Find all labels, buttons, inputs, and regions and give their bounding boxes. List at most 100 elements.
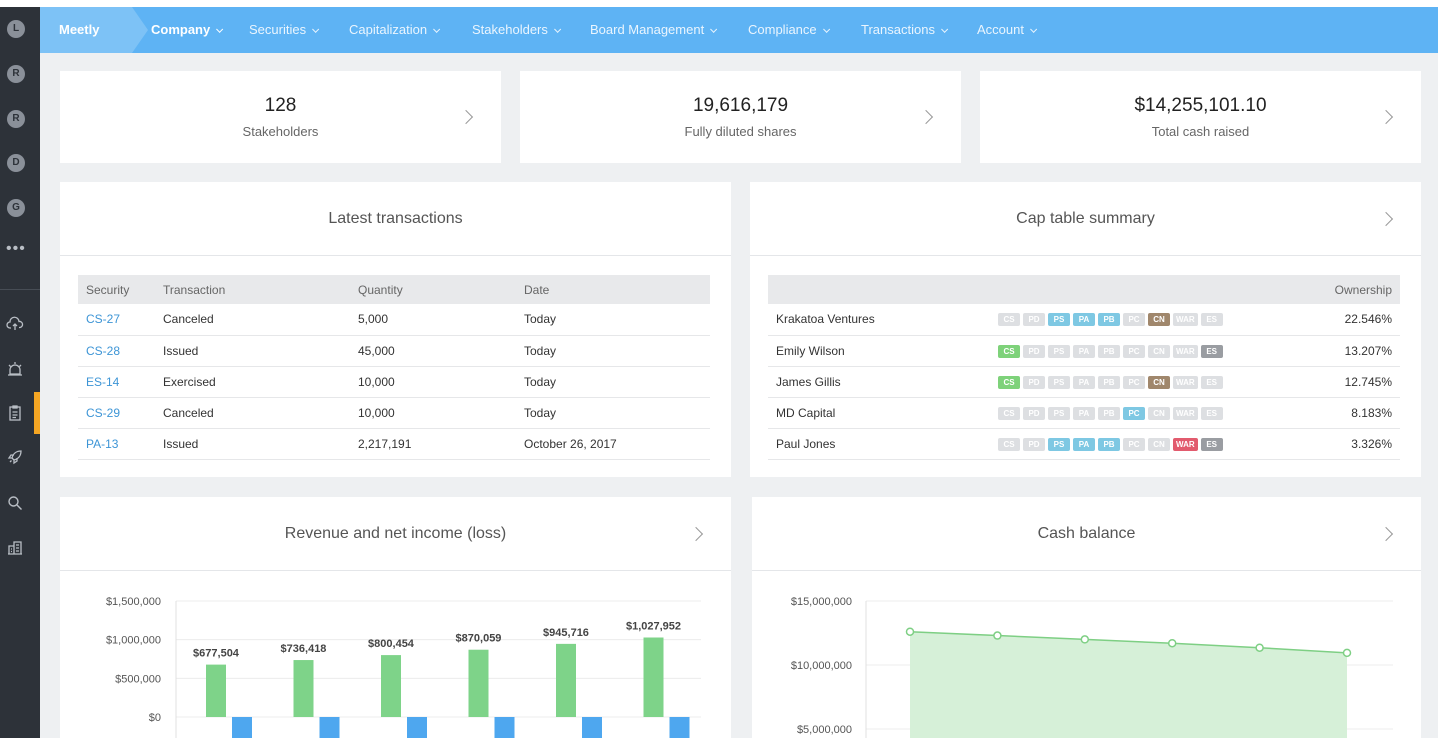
column-header[interactable]: Transaction: [155, 275, 350, 304]
table-row[interactable]: Krakatoa Ventures CS PD PS PA PB PC CN WAR ES 22.5…: [768, 304, 1400, 336]
table-row[interactable]: MD Capital CS PD PS PA PB PC CN WAR ES 8.183%: [768, 397, 1400, 429]
stakeholder-name[interactable]: Paul Jones: [768, 428, 990, 460]
net-income-bar[interactable]: [669, 717, 690, 738]
column-header[interactable]: Date: [516, 275, 710, 304]
stat-card-cash[interactable]: $14,255,101.10 Total cash raised: [980, 71, 1421, 163]
table-row[interactable]: Emily Wilson CS PD PS PA PB PC CN WAR ES 13.207%: [768, 335, 1400, 367]
cash-data-point[interactable]: [1255, 643, 1264, 652]
clipboard-icon[interactable]: [6, 404, 24, 422]
table-row[interactable]: James Gillis CS PD PS PA PB PC CN WAR ES 12.745%: [768, 366, 1400, 398]
security-tag-cs: CS: [998, 406, 1020, 420]
brand-logo[interactable]: Meetly: [40, 7, 148, 53]
net-income-bar[interactable]: [319, 717, 340, 738]
stakeholder-name[interactable]: Krakatoa Ventures: [768, 304, 990, 336]
net-income-bar[interactable]: [494, 717, 515, 738]
left-sidebar: L R R D G •••: [0, 7, 40, 738]
quantity: 2,217,191: [350, 428, 516, 460]
stakeholder-name[interactable]: Emily Wilson: [768, 335, 990, 367]
revenue-bar[interactable]: [468, 649, 489, 717]
cash-area: [910, 631, 1347, 738]
net-income-bar[interactable]: [582, 717, 602, 738]
column-header-ownership[interactable]: Ownership: [1290, 275, 1400, 304]
revenue-bar[interactable]: [643, 637, 664, 717]
ownership-value: 13.207%: [1290, 335, 1400, 367]
security-tag-pb: PB: [1098, 375, 1120, 389]
security-link[interactable]: CS-29: [78, 397, 155, 429]
nav-transactions[interactable]: Transactions: [861, 7, 949, 53]
cash-data-point[interactable]: [905, 627, 915, 636]
security-link[interactable]: CS-27: [78, 304, 155, 336]
chevron-down-icon: [312, 25, 320, 33]
rocket-icon[interactable]: [6, 448, 24, 466]
net-income-bar[interactable]: [407, 717, 427, 738]
avatar-r[interactable]: R: [7, 65, 25, 83]
transaction-type: Exercised: [155, 366, 350, 398]
nav-compliance[interactable]: Compliance: [748, 7, 830, 53]
security-tag-cn: CN: [1148, 437, 1170, 451]
security-tag-pc: PC: [1123, 313, 1145, 327]
search-icon[interactable]: [6, 494, 24, 512]
nav-capitalization[interactable]: Capitalization: [349, 7, 441, 53]
more-icon[interactable]: •••: [6, 240, 26, 257]
security-tags: CS PD PS PA PB PC CN WAR ES: [990, 304, 1290, 336]
cash-line: [909, 630, 1348, 654]
cap-table-summary-panel: Cap table summary Ownership Krakatoa Ven…: [750, 182, 1421, 477]
avatar-r-2[interactable]: R: [7, 110, 25, 128]
security-link[interactable]: CS-28: [78, 335, 155, 367]
cash-data-point[interactable]: [993, 631, 1002, 640]
cloud-upload-icon[interactable]: [6, 315, 24, 333]
security-tag-cs: CS: [998, 437, 1020, 451]
table-row: CS-29 Canceled 10,000 Today: [78, 397, 710, 429]
nav-account[interactable]: Account: [977, 7, 1038, 53]
security-tag-ps: PS: [1048, 375, 1070, 389]
column-header[interactable]: Quantity: [350, 275, 516, 304]
stakeholder-name[interactable]: James Gillis: [768, 366, 990, 398]
stat-card-shares[interactable]: 19,616,179 Fully diluted shares: [520, 71, 961, 163]
building-icon[interactable]: [6, 539, 24, 557]
security-tags: CS PD PS PA PB PC CN WAR ES: [990, 397, 1290, 429]
chevron-down-icon: [941, 25, 949, 33]
revenue-bar[interactable]: [293, 660, 314, 717]
stakeholder-name[interactable]: MD Capital: [768, 397, 990, 429]
column-header-securities: [990, 275, 1290, 304]
chevron-down-icon: [433, 25, 441, 33]
security-link[interactable]: PA-13: [78, 428, 155, 460]
security-tag-ps: PS: [1048, 344, 1070, 358]
security-tag-pd: PD: [1023, 375, 1045, 389]
security-tag-cn: CN: [1148, 406, 1170, 420]
nav-company[interactable]: Company: [151, 7, 224, 53]
cash-data-point[interactable]: [1342, 648, 1352, 658]
avatar-l[interactable]: L: [7, 20, 25, 38]
security-tag-pa: PA: [1073, 313, 1095, 327]
security-tag-es: ES: [1200, 375, 1223, 389]
chevron-down-icon: [553, 25, 562, 33]
net-income-bar[interactable]: [232, 717, 252, 738]
quantity: 10,000: [350, 397, 516, 429]
stat-card-stakeholders[interactable]: 128 Stakeholders: [60, 71, 501, 163]
security-tags: CS PD PS PA PB PC CN WAR ES: [990, 335, 1290, 367]
column-header[interactable]: Security: [78, 275, 155, 304]
transaction-type: Issued: [155, 335, 350, 367]
security-tag-cn: CN: [1148, 313, 1170, 327]
security-link[interactable]: ES-14: [78, 366, 155, 398]
cash-data-point[interactable]: [1167, 638, 1177, 648]
revenue-bar[interactable]: [381, 655, 401, 717]
nav-securities[interactable]: Securities: [249, 7, 320, 53]
alarm-icon[interactable]: [6, 360, 24, 378]
cash-data-point[interactable]: [1080, 635, 1090, 644]
stat-label: Total cash raised: [1151, 124, 1250, 139]
table-row[interactable]: Paul Jones CS PD PS PA PB PC CN WAR ES 3.326%: [768, 428, 1400, 460]
revenue-bar[interactable]: [556, 643, 576, 717]
nav-board-management[interactable]: Board Management: [590, 7, 718, 53]
security-tag-es: ES: [1200, 406, 1223, 420]
nav-stakeholders[interactable]: Stakeholders: [472, 7, 562, 53]
cap-table: Ownership Krakatoa Ventures CS PD PS PA PB PC C…: [768, 275, 1400, 460]
panel-title: Latest transactions: [328, 210, 463, 227]
avatar-d[interactable]: D: [7, 154, 25, 172]
revenue-bar[interactable]: [206, 664, 226, 717]
security-tag-pb: PB: [1098, 437, 1120, 451]
security-tag-war: WAR: [1173, 375, 1198, 389]
transactions-table: Security Transaction Quantity Date CS-27…: [78, 275, 710, 460]
avatar-g[interactable]: G: [7, 199, 25, 217]
table-header-row: Security Transaction Quantity Date: [78, 275, 710, 304]
